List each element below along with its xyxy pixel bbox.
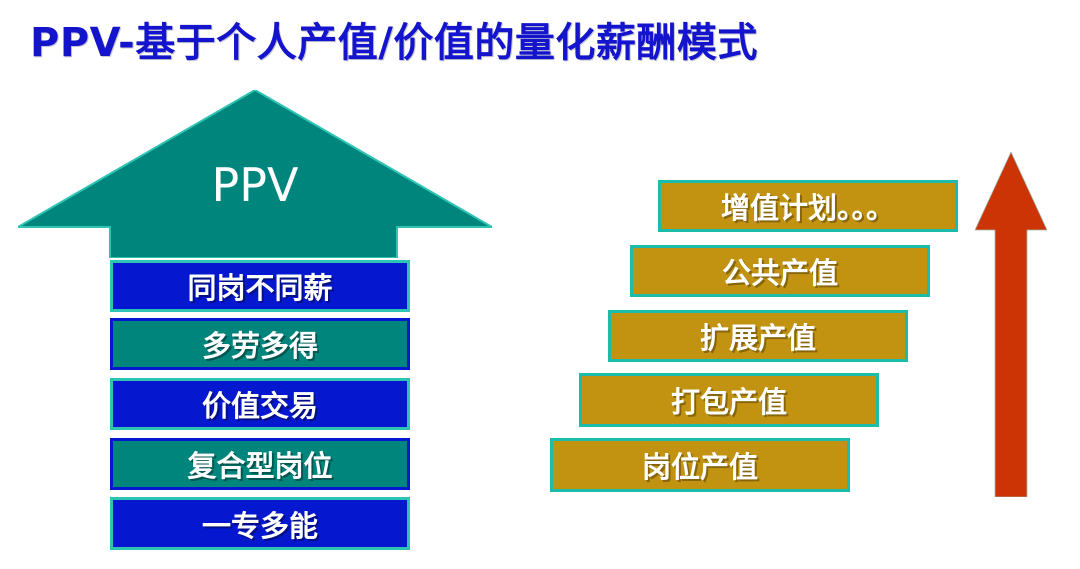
left-stack-row: 一专多能 xyxy=(110,497,410,550)
value-step-label: 增值计划。。。 xyxy=(720,191,895,225)
left-stack-row: 同岗不同薪 xyxy=(110,260,410,312)
up-arrow-shape xyxy=(975,152,1047,497)
left-stack-row: 复合型岗位 xyxy=(110,438,410,490)
left-stack-row-label: 价值交易 xyxy=(201,389,318,423)
up-arrow-shape xyxy=(18,90,492,258)
value-step: 扩展产值 xyxy=(608,310,908,362)
left-stack-row-label: 一专多能 xyxy=(201,508,318,543)
ppv-up-arrow-icon: PPV xyxy=(18,90,492,258)
left-stack-row: 多劳多得 xyxy=(110,318,410,370)
ppv-arrow-label: PPV xyxy=(211,158,299,212)
value-step: 增值计划。。。 xyxy=(658,180,958,232)
value-step-label: 公共产值 xyxy=(721,256,838,290)
value-step: 打包产值 xyxy=(579,373,879,427)
value-step-label: 岗位产值 xyxy=(641,450,758,484)
left-stack-row: 价值交易 xyxy=(110,378,410,430)
growth-up-arrow-icon xyxy=(975,152,1047,497)
value-step-label: 扩展产值 xyxy=(699,321,816,355)
value-step-label: 打包产值 xyxy=(670,385,787,419)
value-step: 岗位产值 xyxy=(550,438,850,492)
left-stack-row-label: 多劳多得 xyxy=(201,329,318,363)
left-stack-row-label: 复合型岗位 xyxy=(187,449,333,483)
left-stack-row-label: 同岗不同薪 xyxy=(187,271,333,305)
value-step: 公共产值 xyxy=(630,245,930,297)
page-title: PPV-基于个人产值/价值的量化薪酬模式 xyxy=(30,20,758,66)
